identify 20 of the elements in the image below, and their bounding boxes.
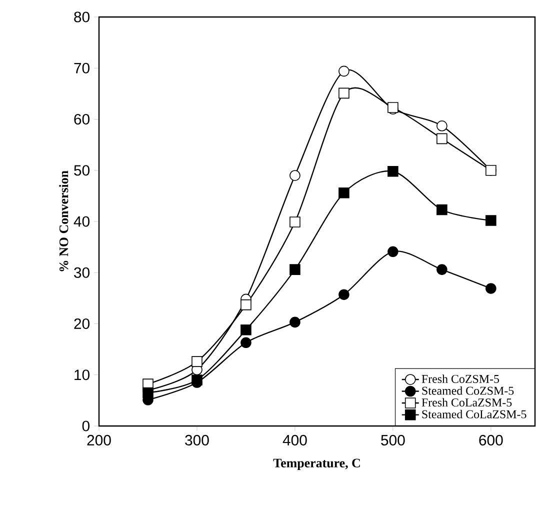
y-tick-label: 60 bbox=[74, 114, 90, 125]
x-tick-label: 500 bbox=[381, 434, 405, 446]
x-tick-label: 300 bbox=[185, 434, 209, 446]
y-tick-label: 80 bbox=[74, 12, 90, 22]
y-tick-label: 0 bbox=[82, 420, 90, 432]
legend-label: Steamed CoZSM-5 bbox=[422, 386, 514, 395]
y-tick-label: 50 bbox=[74, 165, 90, 176]
legend-label: Fresh CoLaZSM-5 bbox=[422, 398, 512, 407]
y-tick-label: 30 bbox=[74, 267, 90, 278]
x-axis-title: Temperature, C bbox=[273, 458, 360, 470]
x-tick-label: 600 bbox=[479, 434, 503, 446]
y-axis-title: % NO Conversion bbox=[59, 170, 68, 272]
y-tick-label: 20 bbox=[74, 318, 90, 330]
x-tick-label: 400 bbox=[282, 434, 307, 446]
x-tick-label: 200 bbox=[87, 434, 111, 446]
legend-label: Fresh CoZSM-5 bbox=[422, 374, 500, 383]
y-tick-label: 10 bbox=[74, 370, 90, 380]
legend-label: Steamed CoLaZSM-5 bbox=[422, 410, 526, 418]
y-tick-label: 70 bbox=[74, 62, 90, 74]
y-tick-label: 40 bbox=[74, 216, 90, 227]
